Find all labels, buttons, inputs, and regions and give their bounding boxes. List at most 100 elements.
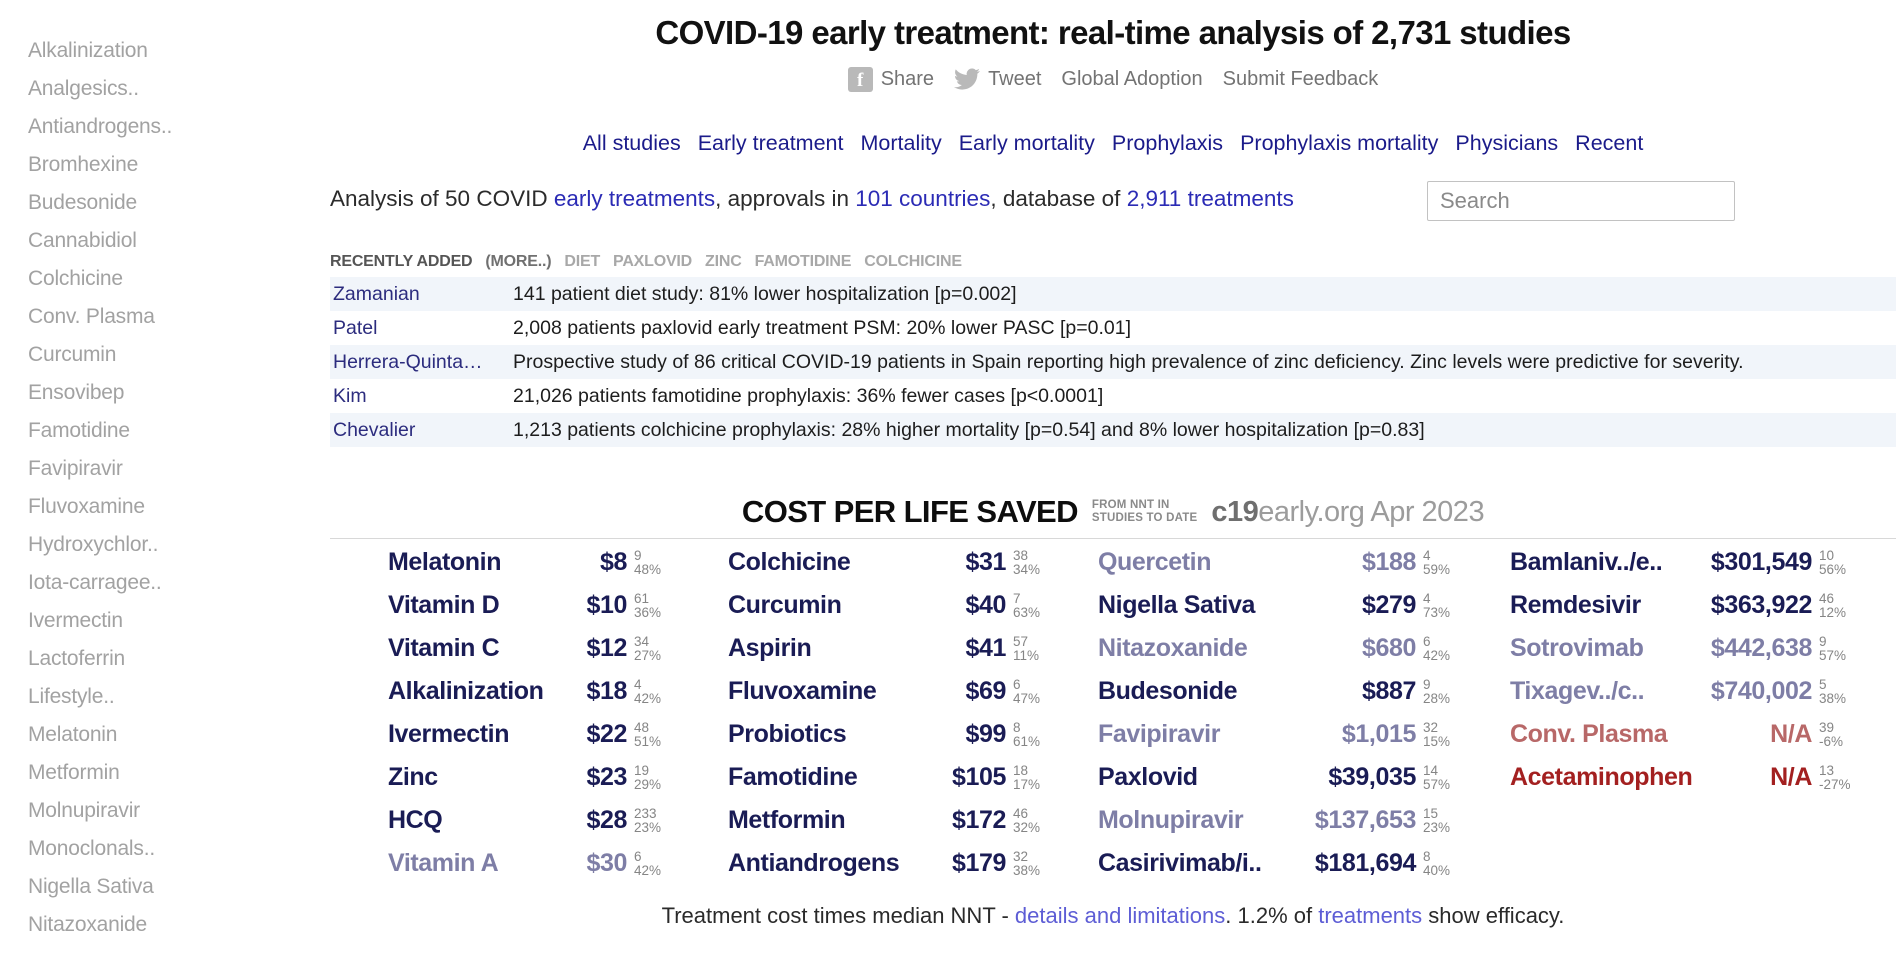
recent-author-link[interactable]: Kim bbox=[333, 384, 367, 407]
sidebar-item[interactable]: Molnupiravir bbox=[28, 799, 140, 822]
treatment-name[interactable]: Conv. Plasma bbox=[1510, 720, 1668, 748]
treatment-name[interactable]: Probiotics bbox=[728, 720, 847, 748]
treatment-name[interactable]: Antiandrogens bbox=[728, 849, 900, 877]
nav-link[interactable]: Physicians bbox=[1455, 131, 1559, 155]
summary-link[interactable]: early treatments bbox=[553, 186, 716, 211]
treatment-name[interactable]: Colchicine bbox=[728, 548, 851, 576]
study-stats: 9 57% bbox=[1812, 634, 1852, 663]
treatment-name[interactable]: Vitamin C bbox=[388, 634, 500, 662]
treatment-name[interactable]: Aspirin bbox=[728, 634, 812, 662]
sidebar-item[interactable]: Fluvoxamine bbox=[28, 495, 145, 518]
footnote-link[interactable]: details and limitations bbox=[1014, 903, 1226, 928]
submit-feedback-link[interactable]: Submit Feedback bbox=[1222, 67, 1379, 90]
study-count: 4 bbox=[634, 676, 642, 692]
recent-tag[interactable]: COLCHICINE bbox=[864, 253, 962, 270]
treatment-name[interactable]: Budesonide bbox=[1098, 677, 1238, 705]
sidebar-item[interactable]: Budesonide bbox=[28, 191, 137, 214]
study-stats: 15 23% bbox=[1416, 806, 1456, 835]
recent-tag[interactable]: DIET bbox=[564, 253, 601, 270]
cost-value: N/A bbox=[1770, 763, 1812, 791]
treatment-name[interactable]: Tixagev../c.. bbox=[1510, 677, 1645, 705]
treatment-name[interactable]: Fluvoxamine bbox=[728, 677, 877, 705]
recent-tag[interactable]: FAMOTIDINE bbox=[754, 253, 852, 270]
treatment-name[interactable]: Nitazoxanide bbox=[1098, 634, 1248, 662]
treatment-name[interactable]: Zinc bbox=[388, 763, 438, 791]
sidebar-item[interactable]: Metformin bbox=[28, 761, 120, 784]
treatment-name[interactable]: HCQ bbox=[388, 806, 443, 834]
sidebar-item[interactable]: Nitazoxanide bbox=[28, 913, 148, 936]
sidebar-item[interactable]: Nigella Sativa bbox=[28, 875, 154, 898]
treatment-name[interactable]: Ivermectin bbox=[388, 720, 510, 748]
study-count: 38 bbox=[1013, 547, 1029, 563]
treatment-name[interactable]: Vitamin A bbox=[388, 849, 499, 877]
nav-link[interactable]: Mortality bbox=[860, 131, 942, 155]
recent-author-link[interactable]: Patel bbox=[333, 316, 378, 339]
treatment-name[interactable]: Sotrovimab bbox=[1510, 634, 1644, 662]
treatment-name[interactable]: Acetaminophen bbox=[1510, 763, 1693, 791]
recently-added-more-link[interactable]: (MORE..) bbox=[485, 253, 552, 270]
cost-section-title: COST PER LIFE SAVED bbox=[741, 494, 1079, 529]
improvement-pct: 63% bbox=[1013, 604, 1041, 620]
cost-row: Sotrovimab $442,638 9 57% bbox=[1510, 627, 1852, 670]
sidebar-item[interactable]: Curcumin bbox=[28, 343, 117, 366]
sidebar-item[interactable]: Lifestyle.. bbox=[28, 685, 115, 708]
sidebar-item[interactable]: Conv. Plasma bbox=[28, 305, 155, 328]
sidebar-item[interactable]: Ivermectin bbox=[28, 609, 123, 632]
treatment-name[interactable]: Remdesivir bbox=[1510, 591, 1641, 619]
treatment-name[interactable]: Metformin bbox=[728, 806, 846, 834]
study-stats: 4 73% bbox=[1416, 591, 1456, 620]
improvement-pct: 23% bbox=[1423, 819, 1451, 835]
sidebar-item[interactable]: Iota-carragee.. bbox=[28, 571, 162, 594]
recent-author-link[interactable]: Zamanian bbox=[333, 282, 420, 305]
sidebar-item[interactable]: Monoclonals.. bbox=[28, 837, 155, 860]
treatment-name[interactable]: Melatonin bbox=[388, 548, 502, 576]
recent-author-link[interactable]: Chevalier bbox=[333, 418, 416, 441]
study-stats: 19 29% bbox=[627, 763, 667, 792]
study-count: 32 bbox=[1013, 848, 1029, 864]
treatment-name[interactable]: Famotidine bbox=[728, 763, 858, 791]
cost-value: $23 bbox=[586, 763, 627, 791]
cost-grid: Melatonin $8 9 48% Vitamin D $10 61 36% Vitamin … bbox=[330, 539, 1896, 891]
summary-link[interactable]: 101 countries bbox=[855, 186, 991, 211]
sidebar-item[interactable]: Famotidine bbox=[28, 419, 130, 442]
sidebar-item[interactable]: Hydroxychlor.. bbox=[28, 533, 159, 556]
sidebar-item[interactable]: Bromhexine bbox=[28, 153, 139, 176]
sidebar-item[interactable]: Alkalinization bbox=[28, 39, 148, 62]
sidebar-item[interactable]: Favipiravir bbox=[28, 457, 123, 480]
search-input[interactable] bbox=[1427, 181, 1735, 221]
global-adoption-link[interactable]: Global Adoption bbox=[1061, 67, 1203, 90]
sidebar-item[interactable]: Cannabidiol bbox=[28, 229, 137, 252]
treatment-name[interactable]: Molnupiravir bbox=[1098, 806, 1244, 834]
treatment-name[interactable]: Favipiravir bbox=[1098, 720, 1221, 748]
improvement-pct: 38% bbox=[1819, 690, 1847, 706]
summary-link[interactable]: 2,911 treatments bbox=[1126, 186, 1294, 211]
analysis-summary: Analysis of 50 COVID early treatments, a… bbox=[330, 186, 1294, 212]
nav-link[interactable]: All studies bbox=[582, 131, 681, 155]
treatment-name[interactable]: Nigella Sativa bbox=[1098, 591, 1255, 619]
sidebar-item[interactable]: Lactoferrin bbox=[28, 647, 126, 670]
treatment-name[interactable]: Paxlovid bbox=[1098, 763, 1198, 791]
treatment-name[interactable]: Bamlaniv../e.. bbox=[1510, 548, 1663, 576]
sidebar-item[interactable]: Analgesics.. bbox=[28, 77, 139, 100]
recent-tag[interactable]: PAXLOVID bbox=[613, 253, 693, 270]
treatment-name[interactable]: Quercetin bbox=[1098, 548, 1212, 576]
treatment-name[interactable]: Vitamin D bbox=[388, 591, 500, 619]
nav-link[interactable]: Recent bbox=[1575, 131, 1644, 155]
recent-tag[interactable]: ZINC bbox=[705, 253, 742, 270]
facebook-share-button[interactable]: f Share bbox=[847, 66, 934, 92]
footnote-link[interactable]: treatments bbox=[1318, 903, 1423, 928]
nav-link[interactable]: Prophylaxis mortality bbox=[1240, 131, 1439, 155]
sidebar-item[interactable]: Colchicine bbox=[28, 267, 123, 290]
sidebar-item[interactable]: Melatonin bbox=[28, 723, 118, 746]
cost-value: $137,653 bbox=[1314, 806, 1416, 834]
nav-link[interactable]: Early treatment bbox=[697, 131, 844, 155]
sidebar-item[interactable]: Antiandrogens.. bbox=[28, 115, 173, 138]
tweet-button[interactable]: Tweet bbox=[954, 66, 1041, 92]
recent-author-link[interactable]: Herrera-Quinta… bbox=[333, 350, 483, 373]
nav-link[interactable]: Early mortality bbox=[958, 131, 1095, 155]
sidebar-item[interactable]: Ensovibep bbox=[28, 381, 125, 404]
treatment-name[interactable]: Curcumin bbox=[728, 591, 842, 619]
treatment-name[interactable]: Casirivimab/i.. bbox=[1098, 849, 1262, 877]
treatment-name[interactable]: Alkalinization bbox=[388, 677, 544, 705]
nav-link[interactable]: Prophylaxis bbox=[1111, 131, 1224, 155]
